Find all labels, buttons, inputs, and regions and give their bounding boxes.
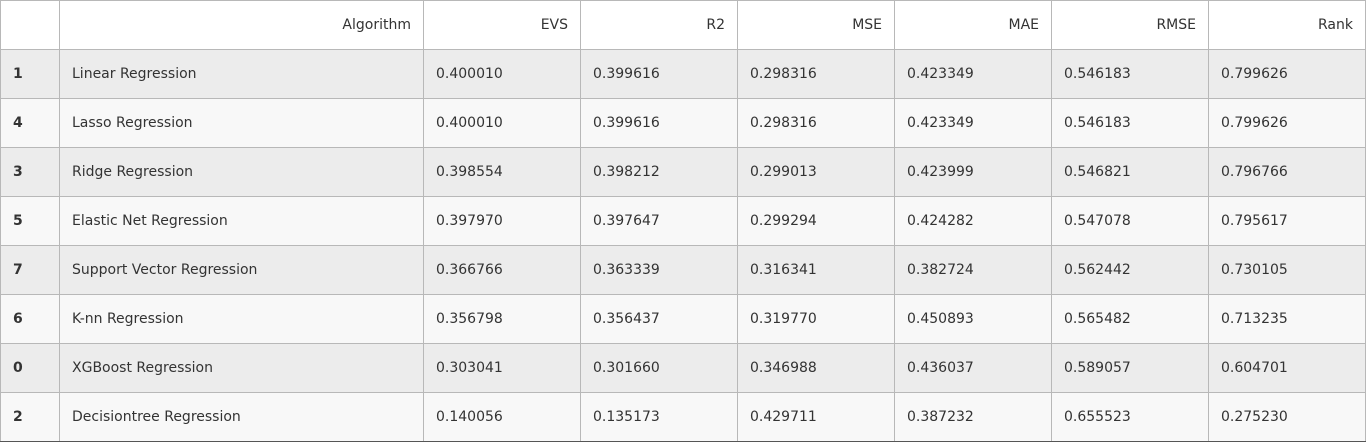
evs-cell: 0.366766 — [423, 245, 581, 295]
mae-cell: 0.423999 — [894, 147, 1052, 197]
rmse-cell: 0.589057 — [1051, 343, 1209, 393]
table-row: 7 Support Vector Regression 0.366766 0.3… — [0, 245, 1366, 295]
mse-column-header: MSE — [737, 0, 895, 50]
rank-cell: 0.604701 — [1208, 343, 1366, 393]
r2-cell: 0.356437 — [580, 294, 738, 344]
table-row: 2 Decisiontree Regression 0.140056 0.135… — [0, 392, 1366, 442]
table-row: 1 Linear Regression 0.400010 0.399616 0.… — [0, 49, 1366, 99]
table-row: 4 Lasso Regression 0.400010 0.399616 0.2… — [0, 98, 1366, 148]
mae-cell: 0.424282 — [894, 196, 1052, 246]
algorithm-cell: Linear Regression — [59, 49, 424, 99]
r2-cell: 0.399616 — [580, 49, 738, 99]
index-column-header — [0, 0, 60, 50]
mae-column-header: MAE — [894, 0, 1052, 50]
mse-cell: 0.299013 — [737, 147, 895, 197]
r2-column-header: R2 — [580, 0, 738, 50]
r2-cell: 0.399616 — [580, 98, 738, 148]
row-index: 6 — [0, 294, 60, 344]
row-index: 5 — [0, 196, 60, 246]
algorithm-cell: K-nn Regression — [59, 294, 424, 344]
table-row: 5 Elastic Net Regression 0.397970 0.3976… — [0, 196, 1366, 246]
algorithm-cell: Lasso Regression — [59, 98, 424, 148]
evs-cell: 0.400010 — [423, 98, 581, 148]
mae-cell: 0.423349 — [894, 49, 1052, 99]
table-body: 1 Linear Regression 0.400010 0.399616 0.… — [0, 49, 1366, 442]
evs-cell: 0.400010 — [423, 49, 581, 99]
mae-cell: 0.436037 — [894, 343, 1052, 393]
rank-cell: 0.713235 — [1208, 294, 1366, 344]
rmse-cell: 0.565482 — [1051, 294, 1209, 344]
mae-cell: 0.423349 — [894, 98, 1052, 148]
row-index: 1 — [0, 49, 60, 99]
evs-cell: 0.303041 — [423, 343, 581, 393]
rank-cell: 0.799626 — [1208, 98, 1366, 148]
r2-cell: 0.397647 — [580, 196, 738, 246]
algorithm-column-header: Algorithm — [59, 0, 424, 50]
algorithm-cell: Elastic Net Regression — [59, 196, 424, 246]
algorithm-cell: Decisiontree Regression — [59, 392, 424, 442]
mse-cell: 0.319770 — [737, 294, 895, 344]
r2-cell: 0.301660 — [580, 343, 738, 393]
evs-cell: 0.356798 — [423, 294, 581, 344]
evs-cell: 0.140056 — [423, 392, 581, 442]
algorithm-cell: XGBoost Regression — [59, 343, 424, 393]
row-index: 2 — [0, 392, 60, 442]
rank-cell: 0.795617 — [1208, 196, 1366, 246]
table-header: Algorithm EVS R2 MSE MAE RMSE Rank — [0, 0, 1366, 50]
rmse-cell: 0.547078 — [1051, 196, 1209, 246]
mae-cell: 0.450893 — [894, 294, 1052, 344]
row-index: 4 — [0, 98, 60, 148]
rmse-cell: 0.546183 — [1051, 49, 1209, 99]
row-index: 0 — [0, 343, 60, 393]
rmse-cell: 0.655523 — [1051, 392, 1209, 442]
mse-cell: 0.298316 — [737, 98, 895, 148]
row-index: 7 — [0, 245, 60, 295]
r2-cell: 0.398212 — [580, 147, 738, 197]
rank-cell: 0.799626 — [1208, 49, 1366, 99]
mse-cell: 0.429711 — [737, 392, 895, 442]
mse-cell: 0.316341 — [737, 245, 895, 295]
row-index: 3 — [0, 147, 60, 197]
evs-column-header: EVS — [423, 0, 581, 50]
mse-cell: 0.299294 — [737, 196, 895, 246]
rank-column-header: Rank — [1208, 0, 1366, 50]
evs-cell: 0.397970 — [423, 196, 581, 246]
table-row: 0 XGBoost Regression 0.303041 0.301660 0… — [0, 343, 1366, 393]
table-row: 6 K-nn Regression 0.356798 0.356437 0.31… — [0, 294, 1366, 344]
r2-cell: 0.363339 — [580, 245, 738, 295]
table-row: 3 Ridge Regression 0.398554 0.398212 0.2… — [0, 147, 1366, 197]
mae-cell: 0.387232 — [894, 392, 1052, 442]
rank-cell: 0.730105 — [1208, 245, 1366, 295]
mse-cell: 0.346988 — [737, 343, 895, 393]
evs-cell: 0.398554 — [423, 147, 581, 197]
rmse-cell: 0.546821 — [1051, 147, 1209, 197]
r2-cell: 0.135173 — [580, 392, 738, 442]
rank-cell: 0.275230 — [1208, 392, 1366, 442]
mae-cell: 0.382724 — [894, 245, 1052, 295]
algorithm-cell: Ridge Regression — [59, 147, 424, 197]
header-row: Algorithm EVS R2 MSE MAE RMSE Rank — [0, 0, 1366, 50]
mse-cell: 0.298316 — [737, 49, 895, 99]
rmse-column-header: RMSE — [1051, 0, 1209, 50]
rmse-cell: 0.562442 — [1051, 245, 1209, 295]
algorithm-cell: Support Vector Regression — [59, 245, 424, 295]
rank-cell: 0.796766 — [1208, 147, 1366, 197]
rmse-cell: 0.546183 — [1051, 98, 1209, 148]
